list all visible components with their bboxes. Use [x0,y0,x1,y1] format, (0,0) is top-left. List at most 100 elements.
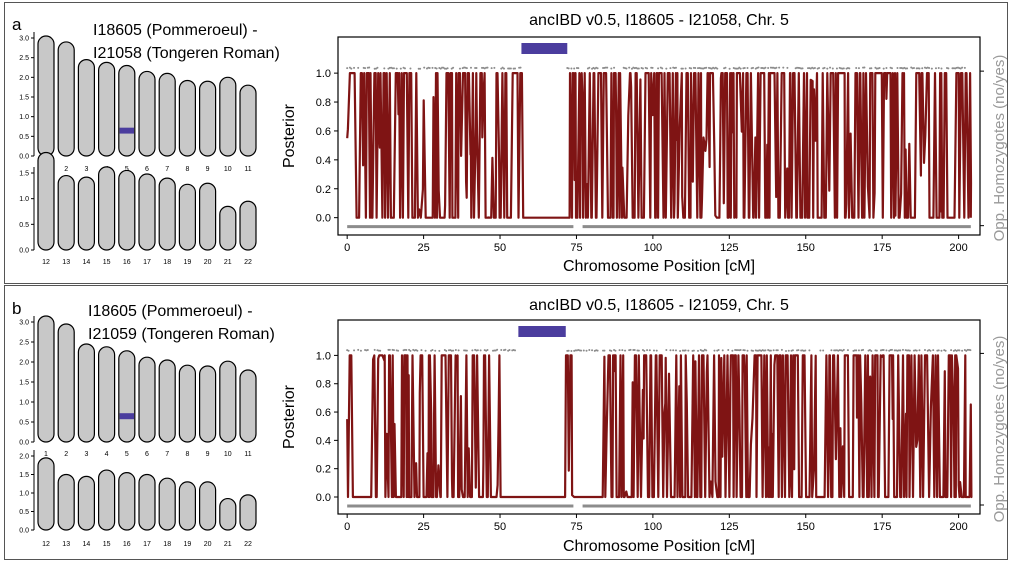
opp-hom-dot [739,349,742,352]
chromosome-label: 19 [184,259,192,266]
opp-hom-dot [588,348,591,351]
opp-hom-dot [906,67,909,70]
opp-hom-dot [416,349,419,352]
opp-hom-dot [929,349,932,352]
chromosome-label: 6 [145,451,149,458]
opp-hom-dot [652,349,655,352]
opp-hom-dot [613,66,616,69]
opp-hom-dot [669,349,672,352]
opp-hom-dot [405,349,408,352]
x-tick-label: 25 [417,521,429,533]
x-tick-label: 50 [494,521,506,533]
chromosome-label: 20 [204,259,212,266]
opp-hom-dot [629,348,632,351]
karyotype-ytick-label: 0.0 [19,154,29,161]
opp-hom-dot [399,67,402,70]
chromosome-6 [138,70,156,157]
right-axis-label: Opp. Homozygotes (no/yes) [991,336,1008,523]
opp-hom-dot [475,67,478,70]
opp-hom-dot [681,67,684,70]
opp-hom-dot [804,349,807,352]
chromosome-3 [77,59,96,157]
opp-hom-dot [501,66,504,69]
opp-hom-dot [674,66,677,69]
chromosome-label: 12 [42,541,50,548]
chromosome-21 [219,205,237,251]
chromosome-15 [97,166,116,251]
opp-hom-dot [752,349,755,352]
opp-hom-dot [868,348,871,351]
opp-hom-dot [738,66,741,69]
opp-hom-dot [403,67,406,70]
opp-hom-dot [621,349,624,352]
plot-title: ancIBD v0.5, I18605 - I21058, Chr. 5 [529,12,789,29]
opp-hom-dot [963,66,966,69]
opp-hom-dot [687,349,690,352]
opp-hom-dot [822,349,825,352]
opp-hom-dot [618,349,621,352]
chromosome-16 [118,472,136,531]
x-tick-label: 125 [720,521,738,533]
opp-hom-dot [692,349,695,352]
opp-hom-dot [567,349,570,352]
opp-hom-dot [842,348,845,351]
opp-hom-dot [882,349,885,352]
opp-hom-dot [458,67,461,70]
chromosome-22 [239,494,257,531]
chromosome-2 [57,323,75,443]
opp-hom-dot [961,66,964,69]
opp-hom-dot [519,66,522,69]
chromosome-21 [219,497,237,531]
opp-hom-dot [969,349,972,352]
opp-hom-dot [500,67,503,70]
chromosome-label: 8 [185,166,189,173]
opp-hom-dot [445,349,448,352]
opp-hom-dot [357,66,360,69]
chromosome-label: 15 [103,541,111,548]
karyotype-ytick-label: 2.0 [19,454,29,461]
opp-hom-dot [603,349,606,352]
panel-a: a I18605 (Pommeroeul) - I21058 (Tongeren R… [12,12,1008,275]
chromosome-17 [138,473,156,531]
opp-hom-dot [885,349,888,352]
opp-hom-dot [882,67,885,70]
opp-hom-dot [346,67,349,70]
chromosome-label: 17 [143,541,151,548]
opp-hom-dot [651,66,654,69]
y-tick-label: 0.4 [316,435,331,447]
opp-hom-dot [855,67,858,70]
opp-hom-dot [471,349,474,352]
opp-hom-dot [409,349,412,352]
opp-hom-dot [591,349,594,352]
chromosome-label: 9 [206,451,210,458]
chromosome-18 [158,177,176,251]
chromosome-1 [37,35,55,157]
opp-hom-dot [514,67,517,70]
opp-hom-dot [743,349,746,352]
opp-hom-dot [727,348,730,351]
chromosome-18 [158,477,176,531]
opp-hom-dot [357,348,360,351]
opp-hom-dot [409,67,412,70]
opp-hom-dot [875,349,878,352]
opp-homozygote-dots [346,348,972,353]
opp-hom-dot [937,349,940,352]
opp-hom-dot [767,67,770,70]
opp-hom-dot [785,349,788,352]
chromosome-label: 2 [64,166,68,173]
x-tick-label: 100 [644,521,662,533]
opp-hom-dot [454,348,457,351]
chromosome-19 [178,183,196,251]
karyotype-ytick-label: 1.5 [19,380,29,387]
chromosome-22 [239,200,257,251]
opp-hom-dot [596,349,599,352]
opp-hom-dot [570,67,573,70]
chromosome-label: 2 [64,451,68,458]
ibd-segment-bar [521,43,568,54]
chromosome-label: 16 [123,259,131,266]
y-tick-label: 0.6 [316,407,331,419]
opp-hom-dot [509,67,512,70]
chromosome-9 [199,80,217,157]
opp-hom-dot [588,66,591,69]
